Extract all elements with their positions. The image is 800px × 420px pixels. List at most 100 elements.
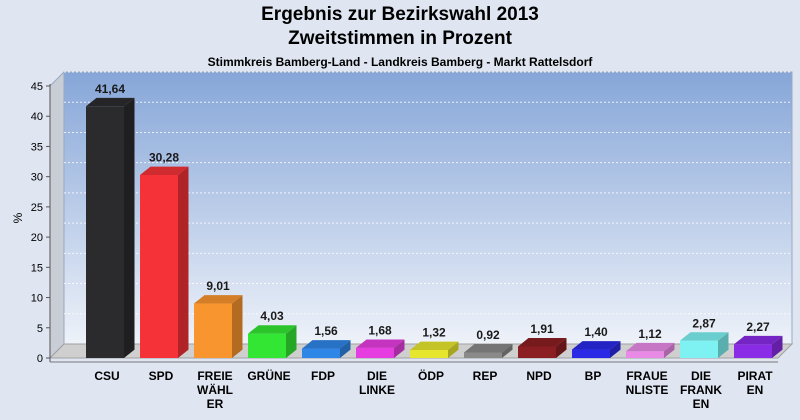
bar-side [340, 340, 351, 358]
bar-side [124, 97, 135, 358]
value-label: 1,91 [530, 322, 554, 336]
bar-top [194, 295, 243, 304]
y-tick-label: 5 [37, 323, 43, 335]
bar-front [248, 333, 286, 358]
category-label: EN [693, 397, 710, 411]
value-label: 1,56 [314, 324, 338, 338]
bar-side [610, 341, 621, 358]
y-tick-label: 40 [31, 111, 43, 123]
y-tick-label: 25 [31, 202, 43, 214]
y-tick-label: 0 [37, 353, 43, 365]
value-label: 1,32 [422, 326, 446, 340]
category-label: CSU [94, 369, 119, 383]
bar-front [734, 344, 772, 358]
value-label: 1,68 [368, 323, 392, 337]
chart-caption: Stimmkreis Bamberg-Land - Landkreis Bamb… [207, 55, 593, 69]
bar-front [572, 349, 610, 358]
value-label: 0,92 [476, 328, 500, 342]
category-label: DIE [367, 369, 387, 383]
category-label: FDP [311, 369, 335, 383]
value-label: 41,64 [95, 82, 125, 96]
y-tick-label: 15 [31, 262, 43, 274]
category-label: NLISTE [626, 383, 669, 397]
plot-side-wall [49, 70, 65, 360]
bar [410, 341, 459, 358]
bar-front [356, 347, 394, 358]
y-tick-label: 20 [31, 232, 43, 244]
category-label: ÖDP [418, 368, 444, 383]
bar [302, 340, 351, 358]
bar-top [734, 335, 783, 345]
bar-side [232, 295, 243, 358]
chart-subtitle: Zweitstimmen in Prozent [288, 28, 512, 49]
category-label: PIRAT [737, 369, 773, 383]
bar-top [356, 339, 405, 348]
y-tick-label: 30 [31, 172, 43, 184]
chart-title: Ergebnis zur Bezirkswahl 2013 [261, 4, 539, 25]
bar-side [772, 335, 783, 358]
bar-side [556, 338, 567, 358]
bar-front [410, 350, 448, 358]
bar [626, 342, 675, 358]
bar-side [286, 325, 297, 358]
bar-top [248, 325, 297, 334]
bar-front [140, 174, 178, 358]
bar [734, 335, 783, 358]
bar [464, 344, 513, 358]
value-label: 30,28 [149, 151, 179, 165]
category-label: NPD [526, 369, 552, 383]
category-label: EN [747, 383, 764, 397]
bar-side [394, 339, 405, 358]
bar [248, 325, 297, 358]
bar-top [302, 340, 351, 349]
bar [680, 332, 729, 358]
bar [194, 295, 243, 358]
bar-side [664, 342, 675, 358]
bar-top [518, 338, 567, 347]
category-label: SPD [149, 369, 174, 383]
bar-top [410, 341, 459, 351]
bar [572, 341, 621, 358]
bar [356, 339, 405, 358]
bar-side [448, 341, 459, 358]
category-label: FREIE [197, 369, 232, 383]
bar [140, 166, 189, 358]
category-label: LINKE [359, 383, 395, 397]
bar [86, 97, 135, 359]
value-label: 4,03 [260, 309, 284, 323]
y-tick-label: 10 [31, 293, 43, 305]
bar-top [572, 341, 621, 350]
y-tick-label: 35 [31, 141, 43, 153]
category-label: FRANK [680, 383, 722, 397]
value-label: 2,87 [692, 316, 716, 330]
bar-top [140, 166, 189, 175]
bar-front [518, 346, 556, 358]
bar-front [680, 340, 718, 358]
category-label: GRÜNE [247, 368, 290, 383]
category-label: WÄHL [197, 382, 233, 397]
bar-side [178, 166, 189, 358]
bar [518, 338, 567, 358]
category-label: BP [585, 369, 602, 383]
bar-front [464, 352, 502, 358]
bar-top [626, 342, 675, 352]
value-label: 1,12 [638, 327, 662, 341]
y-axis-label: % [11, 212, 25, 223]
value-label: 2,27 [746, 320, 770, 334]
bar-front [86, 106, 124, 359]
y-tick-label: 45 [31, 81, 43, 93]
bar-top [680, 332, 729, 341]
value-label: 1,40 [584, 325, 608, 339]
bar-front [626, 351, 664, 358]
bar-side [718, 332, 729, 358]
category-label: ER [207, 397, 224, 411]
category-label: FRAUE [626, 369, 667, 383]
bar-top [464, 344, 513, 353]
category-label: REP [473, 369, 498, 383]
bar-front [302, 348, 340, 358]
bar-side [502, 344, 513, 358]
bar-top [86, 97, 135, 107]
bar-front [194, 303, 232, 358]
